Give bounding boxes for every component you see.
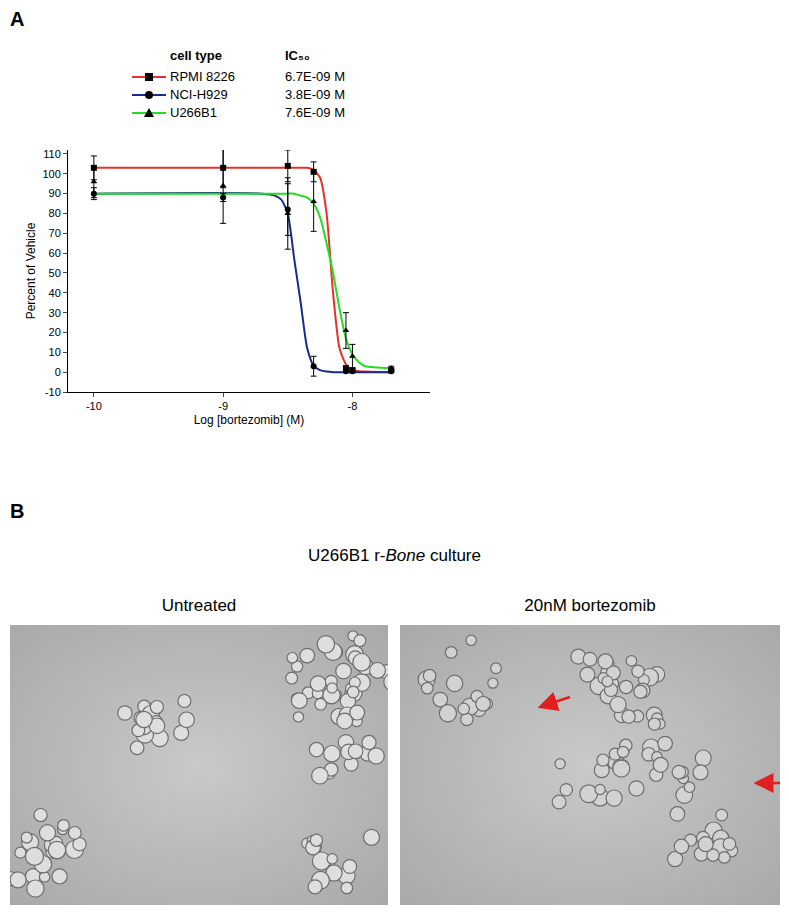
html-text:NCI-H929: NCI-H929 <box>170 87 228 102</box>
svg-text:80: 80 <box>49 207 61 219</box>
svg-text:Log [bortezomib] (M): Log [bortezomib] (M) <box>194 413 305 427</box>
svg-text:-10: -10 <box>86 400 102 412</box>
html-text:cell type: cell type <box>170 48 222 63</box>
svg-text:10: 10 <box>49 346 61 358</box>
svg-text:30: 30 <box>49 307 61 319</box>
html-text:RPMI 8226: RPMI 8226 <box>170 69 235 84</box>
html-text:7.6E-09 M: 7.6E-09 M <box>285 105 345 120</box>
svg-text:40: 40 <box>49 287 61 299</box>
html-text:B: B <box>10 500 25 522</box>
html-text:Untreated: Untreated <box>161 596 237 615</box>
svg-text:90: 90 <box>49 187 61 199</box>
svg-text:-8: -8 <box>348 400 358 412</box>
svg-text:70: 70 <box>49 227 61 239</box>
svg-text:-9: -9 <box>218 400 228 412</box>
html-text:3.8E-09 M: 3.8E-09 M <box>285 87 345 102</box>
svg-text:60: 60 <box>49 247 61 259</box>
html-text:A: A <box>10 8 25 30</box>
svg-text:0: 0 <box>55 366 61 378</box>
svg-text:20: 20 <box>49 326 61 338</box>
svg-text:Percent of Vehicle: Percent of Vehicle <box>24 222 38 319</box>
html-text:IC₅₀: IC₅₀ <box>285 48 310 63</box>
html-text:6.7E-09 M: 6.7E-09 M <box>285 69 345 84</box>
html-text:U266B1: U266B1 <box>170 105 217 120</box>
svg-text:110: 110 <box>43 148 61 160</box>
html-text:20nM bortezomib: 20nM bortezomib <box>524 596 656 615</box>
svg-text:-10: -10 <box>45 386 61 398</box>
svg-text:100: 100 <box>42 168 60 180</box>
html-text:U266B1 r- Bone culture: U266B1 r- Bone culture <box>308 546 481 565</box>
svg-text:50: 50 <box>49 267 61 279</box>
